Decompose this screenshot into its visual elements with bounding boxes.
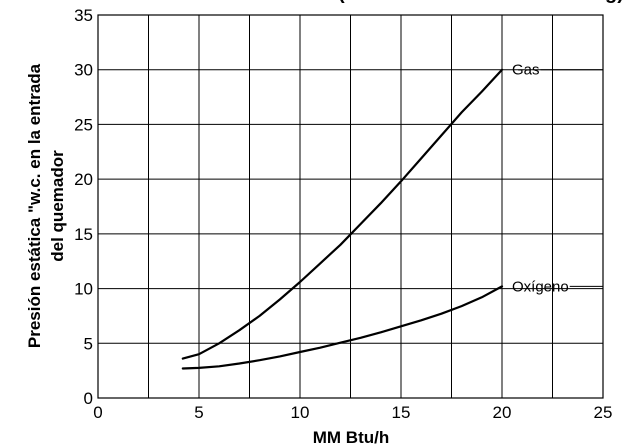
x-tick-label: 15 [392,403,411,422]
x-tick-label: 20 [493,403,512,422]
x-tick-label: 10 [291,403,310,422]
x-tick-label: 0 [93,403,102,422]
x-axis-ticks: 0 5 10 15 20 25 [93,403,612,422]
y-tick-label: 30 [74,61,93,80]
chart-title-fragment-right: g) [605,0,624,4]
chart-title-fragment: ( [338,0,345,4]
x-tick-label: 5 [194,403,203,422]
series-label-0: Gas [512,62,540,79]
y-axis-title-line-1: Presión estática "w.c. en la entrada [25,63,44,348]
y-axis-ticks: 0 5 10 15 20 25 30 35 [74,6,93,408]
y-tick-label: 10 [74,280,93,299]
y-tick-label: 5 [84,334,93,353]
series-line-1 [181,285,504,370]
x-tick-label: 25 [594,403,613,422]
series-label-1: Oxígeno [512,278,569,295]
y-tick-label: 25 [74,115,93,134]
y-tick-label: 15 [74,225,93,244]
plot-frame [97,14,604,399]
y-tick-label: 35 [74,6,93,25]
grid-lines [98,15,603,398]
y-axis-title-line-2: del quemador [48,150,67,262]
x-axis-title: MM Btu/h [313,428,389,446]
y-tick-label: 0 [84,389,93,408]
y-tick-label: 20 [74,170,93,189]
series-group: Gas Oxígeno [181,62,603,370]
series-line-0 [181,68,504,360]
